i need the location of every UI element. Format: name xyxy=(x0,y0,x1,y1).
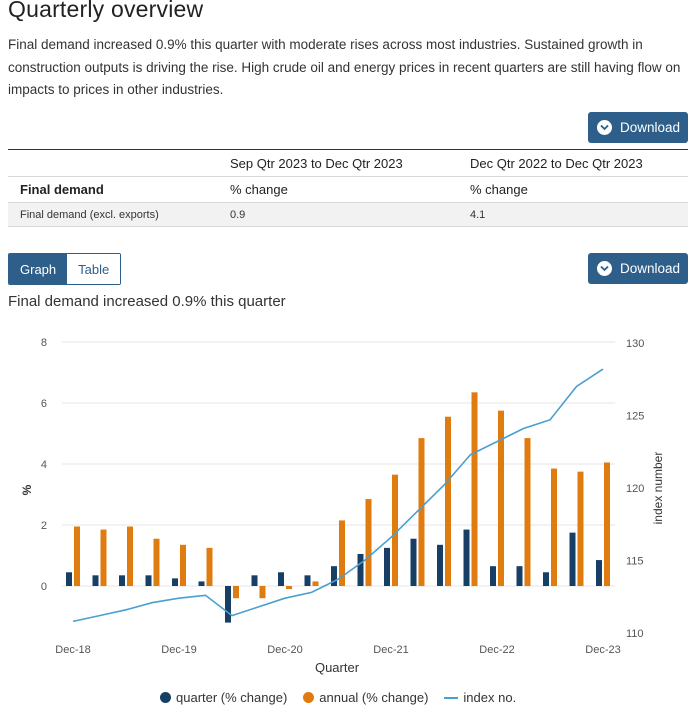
quarter-bar xyxy=(357,553,364,586)
unit-header-1: % change xyxy=(230,182,288,197)
x-tick-label: Dec-18 xyxy=(55,644,90,656)
legend-swatch xyxy=(444,696,459,699)
index-line xyxy=(72,368,604,623)
row-header: Final demand xyxy=(20,182,104,197)
chart-heading: Final demand increased 0.9% this quarter xyxy=(8,293,286,310)
download-button[interactable]: Download xyxy=(588,112,688,143)
quarter-bar xyxy=(384,547,390,586)
x-axis-title: Quarter xyxy=(315,660,360,675)
annual-bar xyxy=(233,586,239,599)
annual-bar xyxy=(392,474,398,586)
annual-bar xyxy=(524,438,531,586)
page-title: Quarterly overview xyxy=(8,0,204,22)
row-value-quarterly: 0.9 xyxy=(218,202,458,227)
annual-bar xyxy=(127,526,133,586)
y2-tick-label: 120 xyxy=(626,483,644,495)
legend-label: quarter (% change) xyxy=(176,690,288,705)
annual-bar xyxy=(339,520,345,586)
chevron-down-icon xyxy=(597,261,612,276)
quarter-bar xyxy=(119,575,125,586)
tab-table[interactable]: Table xyxy=(67,254,121,284)
download-label: Download xyxy=(620,261,681,276)
quarter-bar xyxy=(92,575,99,586)
legend-item-quarter[interactable]: quarter (% change) xyxy=(160,690,287,705)
y-tick-label: 2 xyxy=(41,520,47,532)
x-tick-label: Dec-20 xyxy=(267,644,302,656)
annual-bar xyxy=(498,410,504,586)
annual-bar xyxy=(604,462,610,586)
annual-bar xyxy=(206,547,213,586)
period-header-1: Sep Qtr 2023 to Dec Qtr 2023 xyxy=(218,149,458,177)
x-tick-label: Dec-19 xyxy=(161,644,196,656)
quarter-bar xyxy=(225,586,231,623)
annual-bar xyxy=(180,544,186,586)
unit-header-2: % change xyxy=(470,182,528,197)
chart-legend: quarter (% change) annual (% change) ind… xyxy=(160,690,532,705)
quarter-bar xyxy=(172,578,178,586)
annual-bar xyxy=(74,526,80,586)
y-tick-label: 8 xyxy=(41,337,47,349)
legend-label: index no. xyxy=(463,690,517,705)
y-tick-label: 0 xyxy=(41,581,47,593)
legend-swatch xyxy=(160,692,171,703)
combo-chart: 0 2 4 6 8 110 115 120 125 130 Dec-18 Dec-19 Dec-20 De… xyxy=(20,337,665,675)
y-axis-title: % xyxy=(20,484,34,495)
legend-item-index[interactable]: index no. xyxy=(444,690,516,705)
annual-bar xyxy=(445,416,451,586)
quarter-bar xyxy=(278,572,284,586)
row-value-annual: 4.1 xyxy=(458,202,688,227)
annual-bar xyxy=(312,581,319,586)
quarter-bar xyxy=(596,560,602,586)
quarter-bar xyxy=(304,575,311,586)
x-tick-label: Dec-22 xyxy=(479,644,514,656)
annual-bar xyxy=(365,499,372,586)
table-row: Final demand (excl. exports) 0.9 4.1 xyxy=(8,202,688,227)
table-corner xyxy=(8,149,218,177)
quarter-bar xyxy=(463,529,470,586)
y2-tick-label: 125 xyxy=(626,411,644,423)
quarter-bar xyxy=(569,532,576,586)
y-tick-label: 4 xyxy=(41,459,47,471)
y2-tick-label: 110 xyxy=(626,628,644,640)
quarter-bar xyxy=(331,566,337,586)
chevron-down-icon xyxy=(597,120,612,135)
x-tick-label: Dec-23 xyxy=(585,644,620,656)
annual-bar xyxy=(471,392,478,586)
download-label: Download xyxy=(620,120,681,135)
quarter-bar xyxy=(490,566,496,586)
quarter-bar xyxy=(543,572,549,586)
quarter-bar xyxy=(251,575,258,586)
chart-download-button[interactable]: Download xyxy=(588,253,688,284)
y2-tick-label: 130 xyxy=(626,338,644,350)
annual-bar xyxy=(153,538,160,586)
legend-label: annual (% change) xyxy=(319,690,429,705)
intro-paragraph: Final demand increased 0.9% this quarter… xyxy=(8,37,681,97)
y2-axis-title: index number xyxy=(651,452,665,525)
period-header-2: Dec Qtr 2022 to Dec Qtr 2023 xyxy=(458,149,688,177)
y2-tick-label: 115 xyxy=(626,556,644,568)
legend-swatch xyxy=(303,692,315,703)
quarter-bar xyxy=(437,544,443,586)
annual-bar xyxy=(100,529,107,586)
annual-bar xyxy=(418,438,425,586)
y-tick-label: 6 xyxy=(41,398,47,410)
quarter-bar xyxy=(198,581,205,586)
row-label: Final demand (excl. exports) xyxy=(8,202,218,227)
annual-bar xyxy=(551,468,557,586)
annual-bar xyxy=(259,586,266,599)
annual-bar xyxy=(577,471,584,586)
quarter-bar xyxy=(66,572,72,586)
summary-table: Sep Qtr 2023 to Dec Qtr 2023 Dec Qtr 202… xyxy=(8,149,688,227)
annual-bar xyxy=(286,586,292,590)
quarter-bar xyxy=(516,566,523,586)
legend-item-annual[interactable]: annual (% change) xyxy=(303,690,428,705)
quarter-bar xyxy=(410,538,417,586)
x-tick-label: Dec-21 xyxy=(373,644,408,656)
view-toggle: Graph Table xyxy=(8,253,122,285)
quarter-bar xyxy=(145,575,152,586)
tab-graph[interactable]: Graph xyxy=(9,254,68,284)
